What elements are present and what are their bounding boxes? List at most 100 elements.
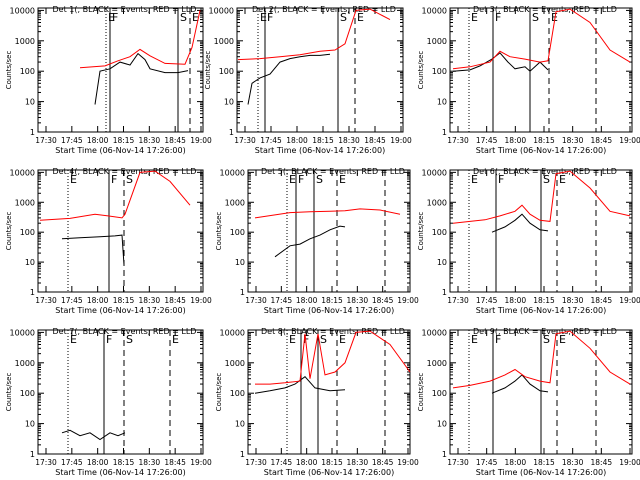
y-tick-label: 10000 (209, 6, 234, 15)
marker-letter: E (108, 11, 115, 24)
x-tick-label: 18:15 (113, 136, 135, 145)
marker-letter: E (70, 333, 77, 346)
y-tick-label: 10000 (422, 328, 447, 337)
marker-letter: S (126, 173, 133, 186)
marker-letter: S (180, 11, 187, 24)
x-axis-title: Start Time (06-Nov-14 17:26:00) (476, 306, 606, 315)
marker-letter: F (498, 173, 504, 186)
x-tick-label: 17:30 (35, 136, 57, 145)
y-tick-label: 100 (432, 67, 447, 76)
y-tick-label: 1000 (427, 359, 447, 368)
y-tick-label: 10000 (10, 168, 35, 177)
y-axis-title: Counts/sec (204, 51, 212, 90)
events-series (274, 225, 346, 258)
marker-letter: E (339, 173, 346, 186)
y-tick-label: 1000 (427, 198, 447, 207)
x-tick-label: 18:30 (347, 296, 369, 305)
y-axis-title: Counts/sec (5, 51, 13, 90)
marker-letter: F (106, 333, 112, 346)
y-tick-label: 10 (437, 258, 447, 267)
panel-frame (37, 329, 204, 455)
y-tick-label: 1 (442, 128, 447, 137)
events-series (61, 429, 126, 441)
x-tick-label: 17:45 (61, 296, 83, 305)
y-axis-title: Counts/sec (417, 212, 425, 251)
x-tick-label: 18:45 (164, 136, 186, 145)
panel-frame (236, 7, 404, 133)
y-axis-title: Counts/sec (215, 373, 223, 412)
panel-frame (37, 169, 204, 293)
events-series (491, 213, 549, 233)
x-tick-label: 18:15 (113, 458, 135, 467)
marker-letter: F (298, 173, 304, 186)
y-tick-label: 1 (442, 450, 447, 459)
y-tick-label: 1000 (427, 37, 447, 46)
panel-2: 1 10 100 1000 10000 Counts/sec 17:30 17:45 18:00… (204, 5, 412, 155)
lld-series (237, 8, 391, 61)
x-tick-label: 18:30 (139, 136, 161, 145)
x-tick-label: 19:00 (190, 296, 212, 305)
y-axis-title: Counts/sec (417, 373, 425, 412)
panel-frame (247, 329, 411, 455)
panel-1: 1 10 100 1000 10000 Counts/sec 17:30 17:45 18:00… (5, 5, 212, 155)
x-tick-label: 18:30 (562, 458, 584, 467)
x-tick-label: 18:45 (364, 136, 386, 145)
x-tick-label: 19:00 (397, 296, 419, 305)
marker-letter: E (559, 333, 566, 346)
y-axis-title: Counts/sec (417, 51, 425, 90)
x-tick-label: 18:00 (505, 136, 527, 145)
marker-letter: E (339, 333, 346, 346)
panel-title: Det 1(, BLACK = Events, RED = LLD (53, 5, 197, 14)
x-tick-label: 17:30 (447, 296, 469, 305)
x-tick-label: 17:30 (35, 296, 57, 305)
x-tick-label: 18:00 (505, 458, 527, 467)
x-tick-label: 19:00 (619, 296, 640, 305)
x-tick-label: 18:45 (372, 458, 394, 467)
marker-letter: F (495, 11, 501, 24)
x-tick-label: 18:00 (286, 136, 308, 145)
x-tick-label: 17:45 (271, 296, 293, 305)
y-tick-label: 1 (240, 450, 245, 459)
panel-5: 1 10 100 1000 10000 Counts/sec 17:30 17:45 18:00… (215, 167, 419, 315)
y-tick-label: 10 (25, 420, 35, 429)
x-tick-label: 17:30 (35, 458, 57, 467)
y-tick-label: 10000 (10, 6, 35, 15)
y-tick-label: 1000 (214, 37, 234, 46)
y-tick-label: 10000 (422, 6, 447, 15)
lld-series (79, 10, 201, 69)
panel-frame (247, 169, 411, 293)
x-tick-label: 18:00 (296, 296, 318, 305)
y-tick-label: 10 (437, 420, 447, 429)
x-tick-label: 18:30 (562, 136, 584, 145)
marker-letter: E (70, 173, 77, 186)
x-axis-title: Start Time (06-Nov-14 17:26:00) (476, 468, 606, 477)
y-tick-label: 10 (25, 258, 35, 267)
x-tick-label: 18:00 (87, 296, 109, 305)
marker-letter: S (126, 333, 133, 346)
x-tick-label: 18:30 (562, 296, 584, 305)
y-tick-label: 10 (235, 258, 245, 267)
x-tick-label: 18:00 (87, 458, 109, 467)
y-tick-label: 1 (30, 288, 35, 297)
x-tick-label: 18:30 (139, 296, 161, 305)
x-tick-label: 19:00 (397, 458, 419, 467)
y-tick-label: 10000 (422, 168, 447, 177)
y-tick-label: 1 (229, 128, 234, 137)
x-tick-label: 17:45 (61, 136, 83, 145)
x-tick-label: 19:00 (190, 136, 212, 145)
panel-title: Det 3(, BLACK = Events, RED = LLD (473, 5, 617, 14)
x-tick-label: 18:45 (591, 136, 613, 145)
panel-8: 1 10 100 1000 10000 Counts/sec 17:30 17:45 18:00… (215, 327, 419, 477)
x-tick-label: 18:45 (591, 458, 613, 467)
y-tick-label: 100 (219, 67, 234, 76)
y-tick-label: 1000 (15, 198, 35, 207)
lld-series (452, 8, 631, 70)
marker-letter: S (320, 333, 327, 346)
x-axis-title: Start Time (06-Nov-14 17:26:00) (264, 306, 394, 315)
lld-series (452, 330, 631, 389)
y-tick-label: 10000 (220, 328, 245, 337)
y-tick-label: 100 (432, 389, 447, 398)
lld-series (452, 170, 631, 224)
marker-letter: S (543, 173, 550, 186)
marker-letter: E (172, 333, 179, 346)
